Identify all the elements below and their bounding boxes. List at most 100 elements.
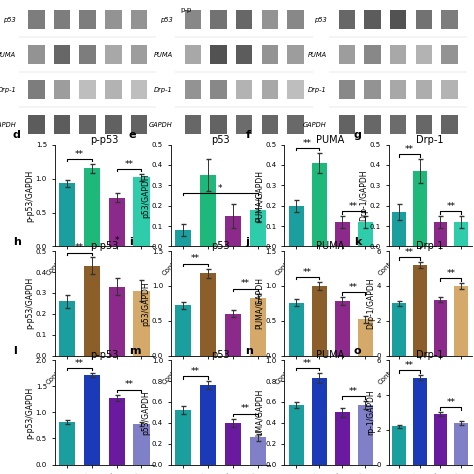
Y-axis label: Drp-1/GAPDH: Drp-1/GAPDH [359, 170, 368, 221]
Y-axis label: p-p53/GAPDH: p-p53/GAPDH [25, 386, 34, 438]
Bar [105, 45, 122, 64]
Bar [210, 10, 227, 29]
Bar [80, 45, 96, 64]
Bar [80, 10, 96, 29]
Bar [434, 222, 447, 246]
Bar [184, 45, 201, 64]
Title: Drp-1: Drp-1 [416, 135, 444, 145]
Text: **: ** [349, 387, 358, 396]
Text: p53: p53 [160, 17, 173, 23]
Text: **: ** [349, 283, 358, 292]
Bar [413, 378, 427, 465]
Bar [262, 115, 278, 134]
Text: g: g [354, 130, 362, 140]
Text: PUMA: PUMA [308, 52, 327, 58]
Text: p53: p53 [314, 17, 327, 23]
Text: **: ** [75, 150, 84, 158]
Bar [390, 10, 406, 29]
Bar [184, 115, 201, 134]
Bar [59, 422, 75, 465]
Bar [413, 171, 427, 246]
Text: **: ** [303, 359, 312, 368]
Bar [311, 378, 327, 465]
Bar [262, 45, 278, 64]
Bar [364, 10, 381, 29]
Text: GAPDH: GAPDH [303, 122, 327, 128]
Title: PUMA: PUMA [317, 135, 345, 145]
Bar [441, 80, 458, 100]
Text: d: d [13, 130, 20, 140]
Y-axis label: UMA/GAPDH: UMA/GAPDH [255, 389, 264, 436]
Bar [133, 291, 149, 356]
Bar [105, 115, 122, 134]
Text: m: m [129, 346, 140, 356]
Bar [392, 212, 406, 246]
Bar [434, 414, 447, 465]
Bar [364, 45, 381, 64]
Text: n: n [246, 346, 254, 356]
Bar [358, 222, 373, 246]
Text: *: * [114, 236, 119, 245]
Bar [200, 175, 216, 246]
Bar [434, 300, 447, 356]
Text: i: i [129, 237, 133, 247]
Bar [335, 301, 350, 356]
Bar [338, 45, 355, 64]
Title: p53: p53 [211, 241, 230, 251]
Text: **: ** [405, 248, 414, 257]
Text: j: j [246, 237, 249, 247]
Bar [390, 45, 406, 64]
Bar [105, 10, 122, 29]
Bar [175, 410, 191, 465]
Text: **: ** [241, 280, 250, 289]
Bar [416, 10, 432, 29]
Bar [184, 10, 201, 29]
Text: **: ** [241, 404, 250, 413]
Bar [287, 10, 304, 29]
Bar [358, 319, 373, 356]
Y-axis label: p53/GAPDH: p53/GAPDH [141, 390, 150, 435]
Text: **: ** [405, 361, 414, 370]
Bar [54, 80, 70, 100]
Text: PUMA: PUMA [154, 52, 173, 58]
Bar [184, 80, 201, 100]
Bar [262, 10, 278, 29]
Bar [200, 273, 216, 356]
Bar [455, 286, 468, 356]
Y-axis label: Drp-1/GAPDH: Drp-1/GAPDH [366, 278, 375, 329]
Bar [416, 115, 432, 134]
Y-axis label: p-p53/GAPDH: p-p53/GAPDH [25, 169, 34, 222]
Bar [105, 80, 122, 100]
Bar [287, 115, 304, 134]
Bar [335, 412, 350, 465]
Bar [413, 265, 427, 356]
Text: k: k [354, 237, 361, 247]
Text: **: ** [447, 202, 456, 211]
Bar [236, 45, 252, 64]
Bar [338, 115, 355, 134]
Bar [225, 314, 241, 356]
Bar [131, 115, 147, 134]
Text: GAPDH: GAPDH [0, 122, 16, 128]
Text: h: h [13, 237, 20, 247]
Bar [109, 198, 125, 246]
Bar [455, 222, 468, 246]
Text: *: * [218, 183, 223, 192]
Bar [131, 10, 147, 29]
Text: Drp-1: Drp-1 [308, 87, 327, 93]
Title: p53: p53 [211, 350, 230, 360]
Bar [262, 80, 278, 100]
Bar [236, 80, 252, 100]
Text: **: ** [303, 139, 312, 148]
Bar [390, 115, 406, 134]
Text: l: l [13, 346, 17, 356]
Text: e: e [129, 130, 137, 140]
Title: p-p53: p-p53 [90, 241, 118, 251]
Bar [338, 10, 355, 29]
Text: **: ** [75, 243, 84, 252]
Bar [287, 80, 304, 100]
Text: **: ** [125, 160, 134, 169]
Text: o: o [354, 346, 362, 356]
Bar [131, 45, 147, 64]
Text: **: ** [405, 145, 414, 154]
